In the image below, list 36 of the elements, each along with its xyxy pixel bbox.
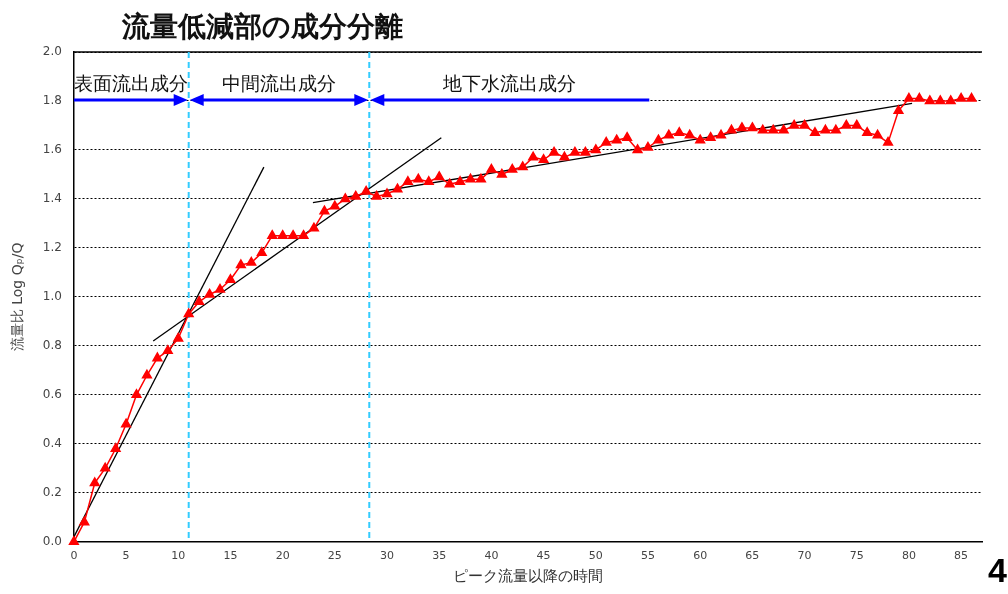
y-tick-label: 0.6 — [42, 386, 62, 401]
x-tick-label: 10 — [171, 549, 186, 563]
y-tick-label: 1.6 — [42, 142, 62, 157]
x-tick-label: 85 — [954, 549, 969, 563]
y-tick-label: 1.0 — [42, 289, 62, 304]
x-tick-label: 0 — [70, 549, 78, 563]
x-tick-label: 35 — [432, 549, 447, 563]
annotation: 地下水流出成分 — [441, 72, 576, 94]
x-tick-label: 65 — [745, 549, 760, 563]
y-tick-label: 0.0 — [42, 533, 62, 548]
x-axis-title: ピーク流量以降の時間 — [452, 566, 603, 585]
x-tick-label: 75 — [849, 549, 864, 563]
x-tick-label: 25 — [327, 549, 342, 563]
annotation: 中間流出成分 — [221, 72, 336, 94]
y-tick-label: 0.4 — [42, 435, 62, 450]
y-tick-label: 0.2 — [42, 484, 62, 499]
chart-title: 流量低減部の成分分離 — [122, 9, 403, 45]
y-tick-label: 0.8 — [42, 338, 62, 353]
x-tick-label: 30 — [380, 549, 395, 563]
x-tick-label: 50 — [588, 549, 603, 563]
x-tick-label: 20 — [275, 549, 290, 563]
y-tick-label: 1.4 — [42, 191, 62, 206]
x-tick-label: 5 — [122, 549, 130, 563]
y-axis-title: 流量比 Log Qₚ/Q — [9, 242, 26, 352]
x-tick-label: 55 — [640, 549, 655, 563]
x-tick-label: 15 — [223, 549, 238, 563]
annotation: 表面流出成分 — [74, 72, 189, 94]
y-tick-label: 1.8 — [42, 93, 62, 108]
x-tick-label: 60 — [693, 549, 708, 563]
x-tick-label: 45 — [536, 549, 551, 563]
x-tick-label: 80 — [901, 549, 916, 563]
x-tick-label: 70 — [797, 549, 812, 563]
y-tick-label: 2.0 — [42, 44, 62, 59]
x-tick-label: 40 — [484, 549, 499, 563]
y-tick-label: 1.2 — [42, 240, 62, 255]
text: 4 — [988, 551, 1007, 590]
